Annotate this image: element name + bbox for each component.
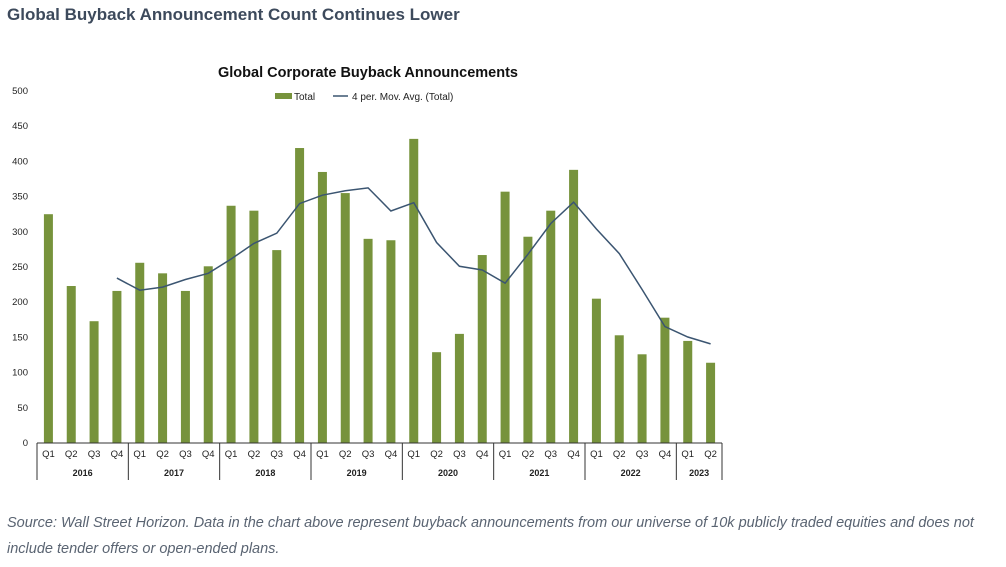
x-tick-label: Q1 — [42, 449, 55, 460]
x-year-label: 2020 — [438, 468, 458, 478]
bar-5 — [158, 273, 168, 443]
bar-1 — [66, 286, 76, 443]
x-tick-label: Q1 — [590, 449, 603, 460]
x-tick-label: Q4 — [293, 449, 306, 460]
chart-title: Global Corporate Buyback Announcements — [218, 65, 518, 81]
x-tick-label: Q3 — [362, 449, 375, 460]
x-tick-label: Q4 — [476, 449, 489, 460]
bar-11 — [295, 148, 305, 444]
x-tick-label: Q1 — [225, 449, 238, 460]
bar-19 — [477, 255, 487, 443]
source-note: Source: Wall Street Horizon. Data in the… — [7, 515, 974, 557]
x-tick-label: Q3 — [636, 449, 649, 460]
x-tick-label: Q2 — [339, 449, 352, 460]
y-tick-label: 50 — [17, 403, 28, 414]
x-tick-label: Q4 — [385, 449, 398, 460]
bar-29 — [706, 362, 716, 443]
x-tick-label: Q3 — [179, 449, 192, 460]
x-tick-label: Q3 — [270, 449, 283, 460]
bar-22 — [546, 210, 556, 443]
bar-18 — [454, 333, 464, 443]
x-tick-label: Q3 — [88, 449, 101, 460]
page-title: Global Buyback Announcement Count Contin… — [7, 5, 460, 24]
x-tick-label: Q1 — [681, 449, 694, 460]
x-year-label: 2021 — [529, 468, 549, 478]
x-year-label: 2019 — [347, 468, 367, 478]
bar-28 — [683, 340, 693, 443]
bar-9 — [249, 210, 259, 443]
x-tick-label: Q4 — [111, 449, 124, 460]
x-year-label: 2023 — [689, 468, 709, 478]
y-tick-label: 100 — [12, 368, 28, 379]
bar-27 — [660, 317, 670, 443]
x-tick-label: Q4 — [659, 449, 672, 460]
legend-bar-swatch — [275, 93, 292, 99]
bar-4 — [135, 262, 145, 443]
x-year-label: 2018 — [255, 468, 275, 478]
y-tick-label: 400 — [12, 156, 28, 167]
legend-label-moving-avg: 4 per. Mov. Avg. (Total) — [352, 92, 453, 103]
x-tick-label: Q1 — [499, 449, 512, 460]
bar-17 — [432, 352, 442, 443]
bar-0 — [43, 214, 53, 443]
y-tick-label: 0 — [23, 438, 28, 449]
x-tick-label: Q2 — [156, 449, 169, 460]
y-tick-label: 150 — [12, 332, 28, 343]
x-tick-label: Q2 — [522, 449, 535, 460]
bar-20 — [500, 191, 510, 443]
bar-12 — [317, 171, 327, 443]
bar-2 — [89, 321, 99, 443]
y-tick-label: 500 — [12, 86, 28, 97]
x-tick-label: Q1 — [316, 449, 329, 460]
y-tick-label: 300 — [12, 227, 28, 238]
legend-label-total: Total — [294, 92, 315, 103]
bar-23 — [569, 169, 579, 443]
bar-8 — [226, 205, 236, 443]
y-tick-label: 250 — [12, 262, 28, 273]
x-tick-label: Q4 — [567, 449, 580, 460]
bar-7 — [203, 266, 213, 443]
x-year-label: 2016 — [73, 468, 93, 478]
bar-6 — [180, 290, 190, 443]
x-year-label: 2022 — [621, 468, 641, 478]
x-tick-label: Q2 — [613, 449, 626, 460]
bar-14 — [363, 238, 373, 443]
bar-10 — [272, 250, 282, 443]
bar-25 — [614, 335, 624, 443]
x-tick-label: Q2 — [248, 449, 261, 460]
bar-3 — [112, 290, 122, 443]
bar-13 — [340, 193, 350, 443]
x-tick-label: Q2 — [704, 449, 717, 460]
bar-24 — [591, 298, 601, 443]
y-tick-label: 350 — [12, 192, 28, 203]
moving-average-line — [116, 187, 711, 345]
x-year-label: 2017 — [164, 468, 184, 478]
y-tick-label: 200 — [12, 297, 28, 308]
y-tick-label: 450 — [12, 121, 28, 132]
x-tick-label: Q1 — [407, 449, 420, 460]
x-tick-label: Q2 — [65, 449, 78, 460]
bar-26 — [637, 354, 647, 443]
x-tick-label: Q4 — [202, 449, 215, 460]
bar-16 — [409, 138, 419, 443]
x-tick-label: Q3 — [544, 449, 557, 460]
bar-21 — [523, 236, 533, 443]
buyback-chart: Global Corporate Buyback Announcements To… — [12, 65, 723, 480]
x-tick-label: Q2 — [430, 449, 443, 460]
bar-15 — [386, 240, 396, 443]
x-tick-label: Q1 — [133, 449, 146, 460]
x-tick-label: Q3 — [453, 449, 466, 460]
